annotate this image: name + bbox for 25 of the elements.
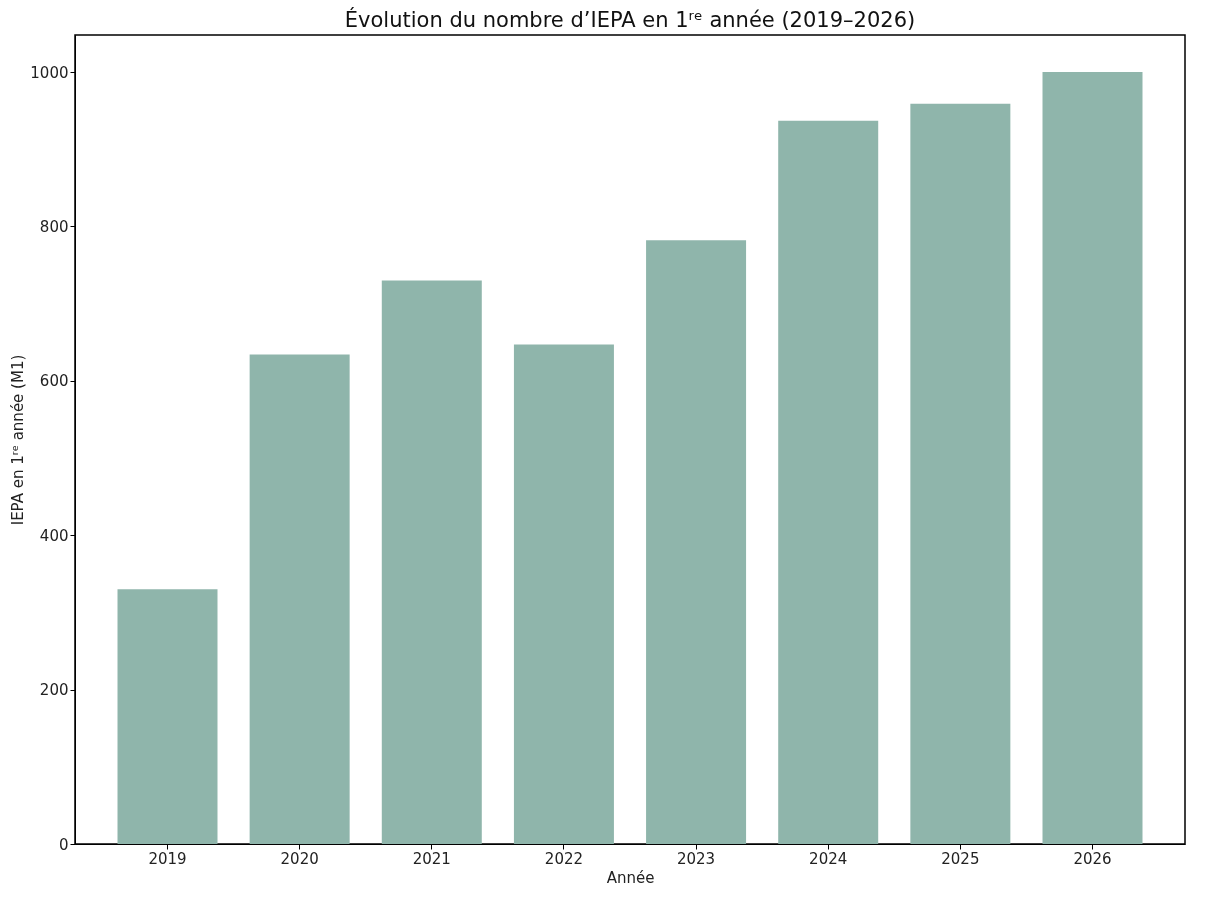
x-tick-label: 2023 xyxy=(676,849,716,868)
bar xyxy=(1042,72,1143,844)
x-axis-title: Année xyxy=(606,868,655,887)
x-tick-label: 2024 xyxy=(809,849,848,868)
bar xyxy=(117,589,218,844)
chart-title: Évolution du nombre d’IEPA en 1ʳᵉ année (2019–2026) xyxy=(344,7,916,32)
y-tick-label: 200 xyxy=(39,681,69,700)
bar xyxy=(513,344,614,844)
y-tick-label: 1000 xyxy=(30,63,69,82)
y-tick-label: 600 xyxy=(39,372,69,391)
y-tick-label: 400 xyxy=(39,526,69,545)
x-tick-label: 2021 xyxy=(412,849,451,868)
bar xyxy=(249,354,350,844)
y-tick-label: 0 xyxy=(58,835,69,854)
bar xyxy=(778,120,879,844)
x-tick-label: 2025 xyxy=(941,849,980,868)
y-tick-label: 800 xyxy=(39,217,69,236)
y-axis-title: IEPA en 1ʳᵉ année (M1) xyxy=(9,354,28,526)
x-tick-label: 2026 xyxy=(1073,849,1112,868)
x-tick-label: 2022 xyxy=(544,849,584,868)
bar xyxy=(646,240,747,844)
bar xyxy=(381,280,482,844)
bar xyxy=(910,103,1011,844)
x-tick-label: 2020 xyxy=(280,849,319,868)
x-tick-label: 2019 xyxy=(148,849,187,868)
